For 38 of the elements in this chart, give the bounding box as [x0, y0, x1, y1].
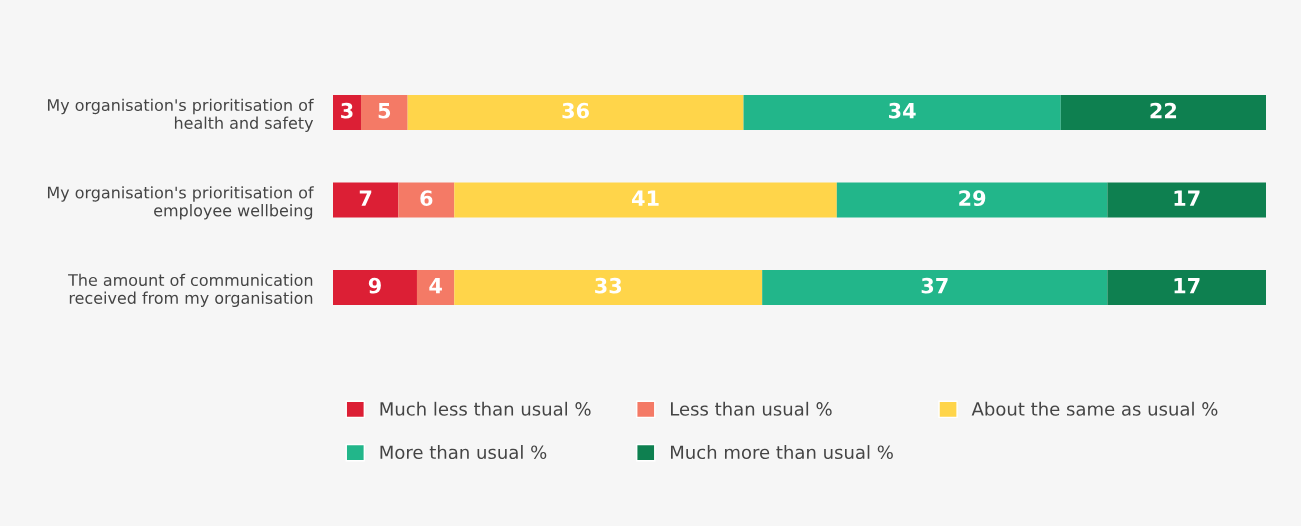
y-tick-label: My organisation's prioritisation of employee wellbeing [47, 186, 314, 220]
data-label: 17 [1174, 278, 1200, 294]
data-label: 22 [1150, 102, 1177, 119]
y-tick-label: My organisation's prioritisation of health and safety [47, 98, 314, 133]
bar [333, 182, 399, 218]
data-label: 36 [562, 102, 589, 119]
bar [398, 182, 455, 218]
bar [836, 182, 1108, 218]
y-tick-label: The amount of communication received from my organisation [68, 273, 313, 308]
data-label: 4 [429, 278, 442, 294]
data-label: 33 [595, 277, 622, 294]
bar [454, 182, 837, 218]
data-label: 6 [420, 190, 433, 207]
bar [743, 95, 1061, 130]
bar [762, 270, 1108, 305]
bar [407, 95, 744, 130]
data-label: 41 [632, 190, 659, 206]
legend-label: Less than usual % [671, 401, 832, 416]
data-label: 34 [889, 102, 916, 119]
data-label: 37 [921, 277, 948, 294]
data-label: 17 [1174, 190, 1200, 206]
bar [360, 95, 408, 130]
bar [1107, 270, 1266, 305]
data-label: 5 [378, 103, 391, 119]
bar [333, 270, 417, 305]
bar [416, 270, 455, 305]
data-label: 7 [359, 190, 372, 206]
bar [333, 95, 361, 130]
legend-label: More than usual % [380, 445, 547, 460]
legend-label: Much more than usual % [671, 445, 893, 460]
bar [454, 270, 763, 305]
legend-label: About the same as usual % [971, 401, 1218, 416]
bar [1107, 182, 1266, 218]
data-label: 3 [341, 102, 353, 119]
data-label: 29 [959, 190, 986, 207]
legend-label: Much less than usual % [380, 401, 591, 416]
bar [1060, 95, 1266, 130]
data-label: 9 [368, 277, 381, 294]
